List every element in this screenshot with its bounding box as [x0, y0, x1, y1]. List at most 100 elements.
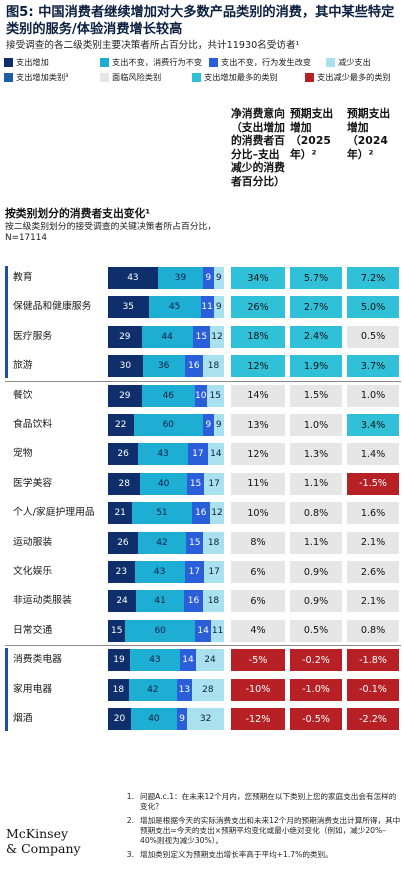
chart-row: 消费类电器 19 43 14 24 -5% -0.2% -1.8% [0, 648, 404, 672]
stacked-bar: 22 60 9 9 [108, 414, 224, 436]
value-cell-net: 34% [231, 267, 285, 289]
legend-item: 支出不变，行为发生改变 [209, 56, 311, 68]
value-cell-g2025: 1.9% [290, 355, 342, 378]
value-cell-g2024: -1.5% [347, 472, 399, 495]
bar-segment: 60 [133, 414, 204, 436]
value-cell-g2024: 7.2% [347, 267, 399, 289]
legend-label: 支出不变，行为发生改变 [221, 57, 312, 67]
bar-segment: 11 [200, 296, 214, 319]
stacked-bar: 24 41 16 18 [108, 590, 224, 613]
chart-row: 旅游 30 36 16 18 12% 1.9% 3.7% [0, 354, 404, 378]
legend-swatch [326, 57, 335, 67]
value-cell-net: 26% [231, 296, 285, 319]
bar-segment: 9 [176, 708, 188, 730]
bar-segment: 41 [136, 590, 185, 613]
value-cell-g2024: 2.6% [347, 561, 399, 583]
bar-segment: 9 [203, 267, 214, 289]
bar-segment: 18 [202, 590, 224, 613]
chart-title: 图5: 中国消费者继续增加对大多数产品类别的消费，其中某些特定类别的服务/体验消… [6, 5, 395, 37]
value-cell-g2025: 2.4% [290, 325, 342, 348]
bar-segment: 17 [204, 472, 224, 495]
chart-subtitle: 接受调查的各二级类别主要决策者所占百分比，共计11930名受访者¹ [6, 40, 300, 51]
bar-segment: 24 [196, 649, 224, 672]
value-cell-g2024: 1.6% [347, 502, 399, 525]
category-label: 个人/家庭护理用品 [13, 507, 95, 519]
legend-item: 面临风险类别 [100, 71, 161, 83]
legend-item: 减少支出 [326, 56, 371, 68]
bar-segment: 14 [207, 443, 224, 466]
value-cell-g2024: 0.5% [347, 325, 399, 348]
category-label: 宠物 [13, 448, 33, 460]
bar-segment: 16 [184, 355, 204, 378]
value-cell-g2025: -0.5% [290, 708, 342, 730]
legend-label: 支出减少最多的类别 [317, 72, 391, 82]
legend-swatch [209, 57, 218, 67]
footnote-number: 3. [126, 850, 134, 859]
legend-label: 面临风险类别 [112, 72, 162, 82]
legend-label: 支出增加 [16, 57, 49, 67]
value-cell-g2025: 1.0% [290, 414, 342, 436]
bar-segment: 10 [194, 384, 207, 407]
value-cell-net: -5% [231, 649, 285, 672]
stacked-bar: 28 40 15 17 [108, 472, 224, 495]
legend-swatch [4, 72, 13, 82]
bar-segment: 35 [108, 296, 149, 319]
value-cell-g2025: 0.9% [290, 590, 342, 613]
value-cell-g2025: 2.7% [290, 296, 342, 319]
chart-row: 宠物 26 43 17 14 12% 1.3% 1.4% [0, 442, 404, 466]
category-label: 保健品和健康服务 [13, 301, 92, 313]
chart-row: 文化娱乐 23 43 17 17 6% 0.9% 2.6% [0, 560, 404, 584]
bar-segment: 12 [210, 325, 224, 348]
bar-segment: 11 [211, 619, 224, 642]
chart-row: 日常交通 15 60 14 11 4% 0.5% 0.8% [0, 619, 404, 643]
stacked-bar: 19 43 14 24 [108, 649, 224, 672]
bar-segment: 20 [108, 708, 131, 730]
chart-row: 非运动类服装 24 41 16 18 6% 0.9% 2.1% [0, 589, 404, 613]
value-cell-net: 6% [231, 561, 285, 583]
value-cell-g2025: -0.2% [290, 649, 342, 672]
bar-segment: 19 [108, 649, 131, 672]
bar-segment: 17 [188, 443, 208, 466]
legend-item: 支出不变，消费行为不变 [100, 56, 202, 68]
bar-segment: 42 [128, 678, 177, 701]
chart-row: 医学美容 28 40 15 17 11% 1.1% -1.5% [0, 472, 404, 496]
stacked-bar: 15 60 14 11 [108, 619, 224, 642]
legend-label: 支出不变，消费行为不变 [112, 57, 203, 67]
bar-segment: 13 [176, 678, 192, 701]
bar-segment: 22 [108, 414, 134, 436]
chart-row: 保健品和健康服务 35 45 11 9 26% 2.7% 5.0% [0, 295, 404, 319]
bar-segment: 36 [142, 355, 185, 378]
bar-segment: 18 [203, 355, 224, 378]
chart-row: 家用电器 18 42 13 28 -10% -1.0% -0.1% [0, 678, 404, 702]
chart-row: 运动服装 26 42 15 18 8% 1.1% 2.1% [0, 531, 404, 555]
category-label: 食品饮料 [13, 419, 53, 430]
value-cell-net: 11% [231, 472, 285, 495]
bar-segment: 14 [194, 619, 212, 642]
category-label: 消费类电器 [13, 654, 62, 666]
footnote: 1. 问题A.c.1：在未来12个月内，您预期在以下类别上您的家庭支出会有怎样的变… [118, 792, 402, 812]
chart-row: 烟酒 20 40 9 32 -12% -0.5% -2.2% [0, 707, 404, 731]
value-cell-net: 6% [231, 590, 285, 613]
value-cell-net: -12% [231, 708, 285, 730]
chart-row: 医疗服务 29 44 15 12 18% 2.4% 0.5% [0, 325, 404, 349]
bar-segment: 40 [130, 708, 177, 730]
bar-segment: 15 [192, 325, 211, 348]
stacked-bar: 20 40 9 32 [108, 708, 224, 730]
bar-segment: 15 [108, 619, 126, 642]
value-cell-g2024: 3.7% [347, 355, 399, 378]
bar-segment: 15 [186, 531, 204, 554]
stacked-bar: 43 39 9 9 [108, 267, 224, 289]
bar-segment: 15 [206, 384, 224, 407]
stacked-bar: 18 42 13 28 [108, 678, 224, 701]
stacked-bar: 35 45 11 9 [108, 296, 224, 319]
footnote-text: 问题A.c.1：在未来12个月内，您预期在以下类别上您的家庭支出会有怎样的变化？ [140, 792, 397, 811]
value-cell-g2024: -1.8% [347, 649, 399, 672]
bar-segment: 23 [108, 561, 135, 583]
value-cell-net: 10% [231, 502, 285, 525]
col-head-2024: 预期支出增加（2024年）² [347, 107, 391, 161]
section-title: 按类别划分的消费者支出变化¹ [5, 207, 151, 220]
chart-row: 个人/家庭护理用品 21 51 16 12 10% 0.8% 1.6% [0, 501, 404, 525]
footnote-text: 增加类别定义为预期支出增长率高于平均+1.7%的类别。 [140, 850, 333, 859]
value-cell-g2024: 2.1% [347, 590, 399, 613]
bar-segment: 9 [203, 414, 214, 436]
